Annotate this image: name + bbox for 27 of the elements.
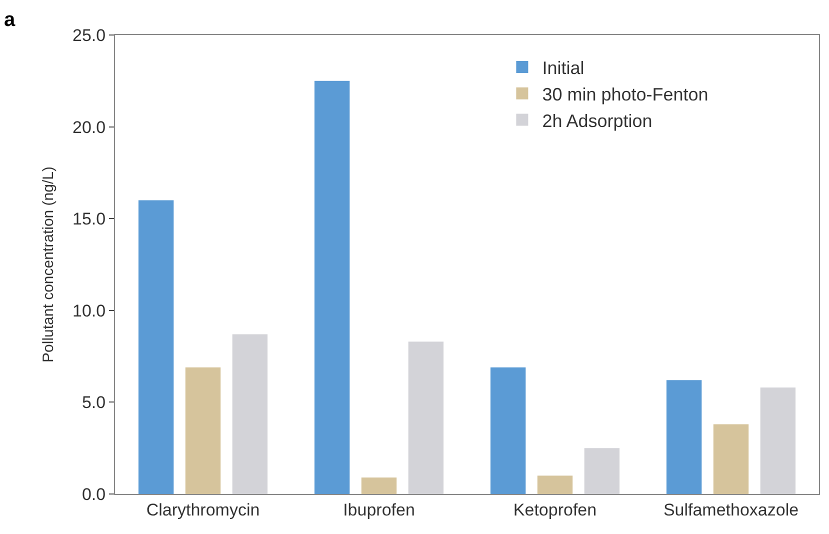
y-tick-label: 10.0 [72,301,106,320]
bar [490,367,526,494]
bar [232,334,268,494]
bar [760,388,796,494]
bar [185,367,221,494]
bar [314,80,350,494]
bar [138,200,174,494]
x-tick-label: Ketoprofen [513,500,597,520]
y-tick-label: 0.0 [82,484,106,504]
legend-label: Initial [542,58,584,78]
y-tick-label: 5.0 [82,393,106,412]
y-tick-label: 20.0 [72,118,106,137]
legend-label: 30 min photo-Fenton [542,84,708,104]
bar [408,342,444,494]
bar [713,424,749,494]
legend-label: 2h Adsorption [542,110,652,131]
bar [361,477,397,494]
bar [584,448,620,494]
y-axis-title: Pollutant concentration (ng/L) [40,166,57,362]
text: a [4,9,16,31]
x-tick-label: Sulfamethoxazole [663,500,799,520]
bar [666,380,702,494]
y-tick-label: 15.0 [72,210,106,229]
x-tick-label: Ibuprofen [343,500,415,520]
y-tick-label: 25.0 [72,26,106,45]
x-tick-label: Clarythromycin [146,500,260,520]
bar [537,476,573,494]
